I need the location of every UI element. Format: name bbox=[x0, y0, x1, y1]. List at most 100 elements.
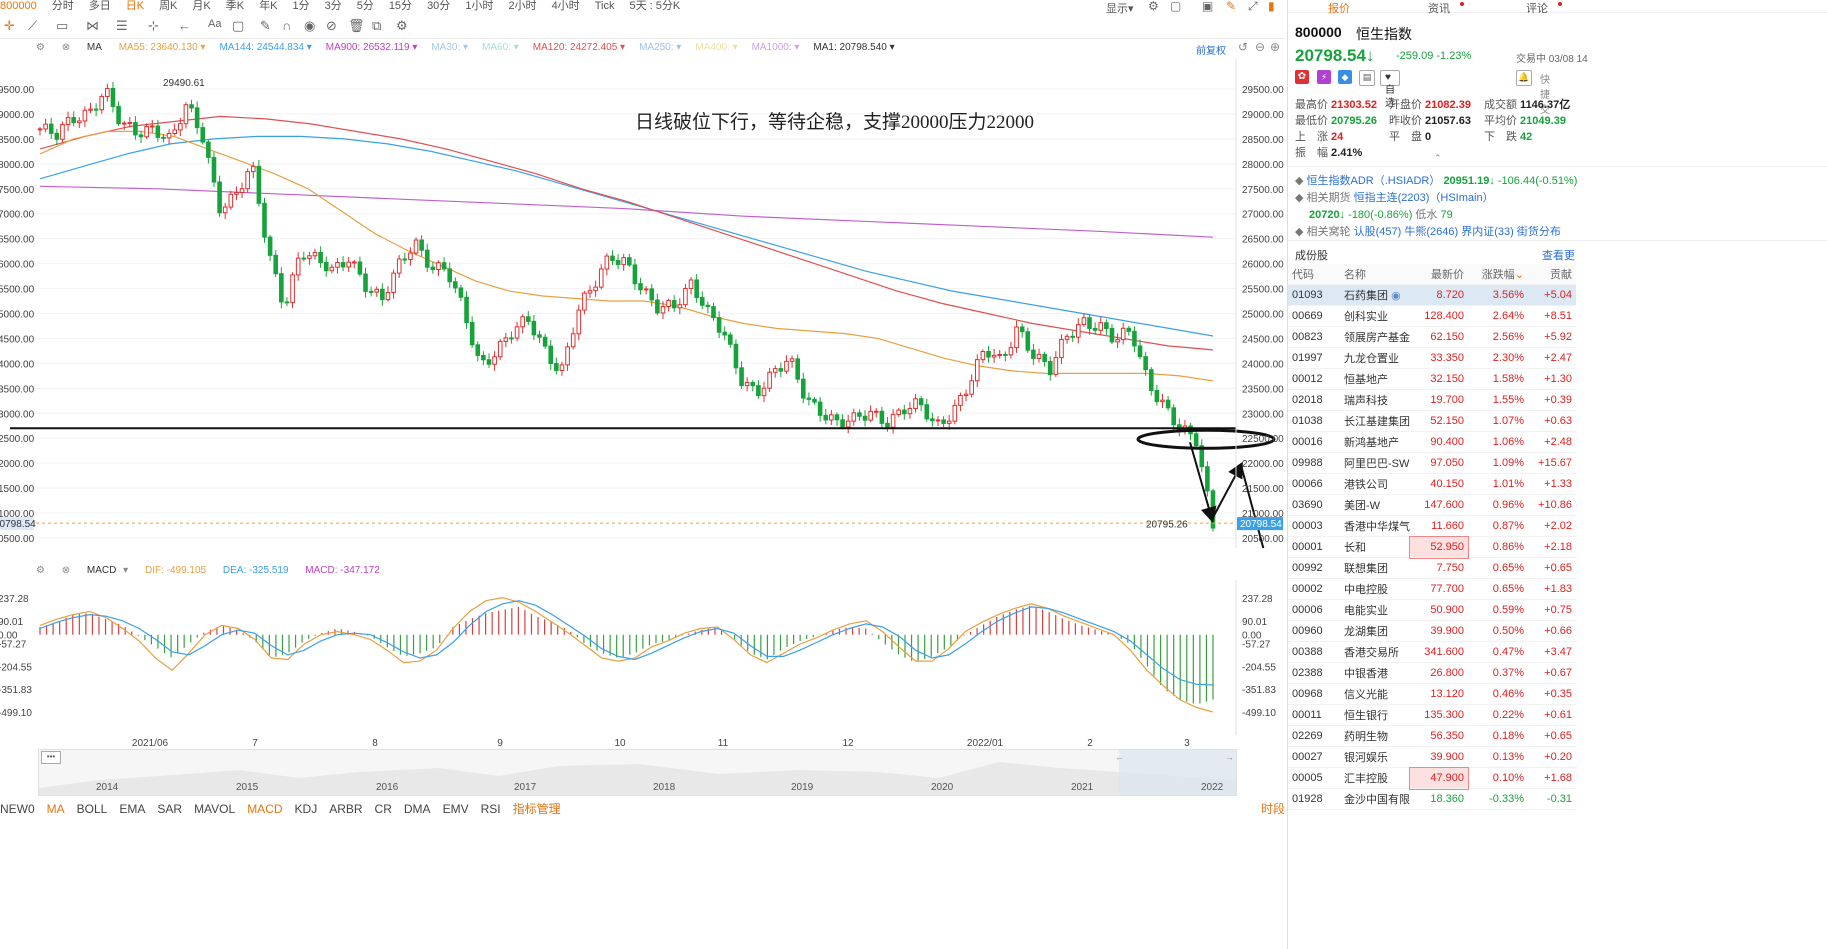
indicator-tab-5[interactable]: MAVOL bbox=[194, 802, 236, 816]
period-10[interactable]: 15分 bbox=[388, 0, 413, 12]
line-tool-icon[interactable]: ⟋ bbox=[28, 18, 38, 33]
table-row[interactable]: 00011 恒生银行 135.300 0.22% +0.61 bbox=[1288, 704, 1576, 726]
indicator-tab-1[interactable]: MA bbox=[46, 802, 65, 816]
table-row[interactable]: 00968 信义光能 13.120 0.46% +0.35 bbox=[1288, 683, 1576, 705]
table-row[interactable]: 01928 金沙中国有限 18.360 -0.33% -0.31 bbox=[1288, 788, 1576, 810]
period-16[interactable]: 5天 : 5分K bbox=[629, 0, 681, 12]
table-row[interactable]: 00003 香港中华煤气 11.660 0.87% +2.02 bbox=[1288, 515, 1576, 537]
comment-tool-icon[interactable]: ▢ bbox=[232, 18, 245, 33]
period-11[interactable]: 30分 bbox=[427, 0, 451, 12]
period-14[interactable]: 4小时 bbox=[551, 0, 580, 12]
header-price[interactable]: 最新价 bbox=[1410, 264, 1468, 285]
period-12[interactable]: 1小时 bbox=[465, 0, 494, 12]
measure-tool-icon[interactable]: ⊹ bbox=[148, 18, 159, 33]
minus-circle-icon[interactable]: ⊖ bbox=[1255, 40, 1266, 54]
indicator-tab-8[interactable]: ARBR bbox=[329, 802, 363, 816]
header-name[interactable]: 名称 bbox=[1340, 264, 1410, 285]
ma-legend-item-8[interactable]: MA1000: ▾ bbox=[751, 42, 800, 53]
display-menu[interactable]: 显示▾ bbox=[1106, 0, 1134, 15]
warrant-bull-link[interactable]: 牛熊(2646) bbox=[1404, 226, 1459, 238]
table-row[interactable]: 00027 银河娱乐 39.900 0.13% +0.20 bbox=[1288, 746, 1576, 768]
text-tool-icon[interactable]: Aa bbox=[208, 18, 222, 30]
tag-icon[interactable]: ◆ bbox=[1338, 70, 1352, 84]
table-row[interactable]: 00012 恒基地产 32.150 1.58% +1.30 bbox=[1288, 368, 1576, 390]
arrow-tool-icon[interactable]: ← bbox=[178, 18, 191, 33]
adr-row[interactable]: ◆ 恒生指数ADR（.HSIADR） 20951.19↓ -106.44(-0.… bbox=[1295, 172, 1577, 188]
indicator-tab-0[interactable]: NEW0 bbox=[0, 802, 35, 816]
period-7[interactable]: 1分 bbox=[292, 0, 310, 12]
ma-legend-item-1[interactable]: MA144: 24544.834 ▾ bbox=[219, 42, 312, 53]
adr-label[interactable]: 恒生指数ADR（.HSIADR） bbox=[1306, 175, 1441, 187]
collapse-icon[interactable]: ⌃ bbox=[1434, 153, 1442, 163]
warrants-expand-icon[interactable]: ◆ bbox=[1295, 226, 1304, 238]
period-5[interactable]: 季K bbox=[225, 0, 245, 12]
table-row[interactable]: 09988 阿里巴巴-SW 97.050 1.09% +15.67 bbox=[1288, 452, 1576, 474]
warrant-street-link[interactable]: 街货分布 bbox=[1516, 226, 1561, 238]
view-more-link[interactable]: 查看更 bbox=[1542, 250, 1575, 262]
adjust-button[interactable]: 前复权 bbox=[1196, 46, 1226, 57]
indicator-tab-10[interactable]: DMA bbox=[403, 802, 431, 816]
fork-tool-icon[interactable]: ⋈ bbox=[86, 18, 99, 33]
table-row[interactable]: 03690 美团-W 147.600 0.96% +10.86 bbox=[1288, 494, 1576, 516]
table-row[interactable]: 01093 石药集团 ◉ 8.720 3.56% +5.04 bbox=[1288, 284, 1576, 306]
table-row[interactable]: 01997 九龙仓置业 33.350 2.30% +2.47 bbox=[1288, 347, 1576, 369]
symbol-tab[interactable]: 800000 bbox=[0, 0, 37, 12]
navigator-left-arrow-icon[interactable]: ← bbox=[1115, 752, 1124, 762]
camera-icon[interactable]: ▣ bbox=[1202, 0, 1214, 13]
table-row[interactable]: 00016 新鸿基地产 90.400 1.06% +2.48 bbox=[1288, 431, 1576, 453]
eye-icon[interactable]: ◉ bbox=[304, 18, 316, 33]
table-row[interactable]: 00001 长和 52.950 0.86% +2.18 bbox=[1288, 535, 1576, 559]
table-row[interactable]: 00005 汇丰控股 47.900 0.10% +1.68 bbox=[1288, 766, 1576, 790]
gear-icon[interactable]: ⚙ bbox=[1148, 0, 1159, 13]
period-8[interactable]: 3分 bbox=[324, 0, 342, 12]
indicator-tab-3[interactable]: EMA bbox=[119, 802, 146, 816]
macd-chart[interactable]: 237.28237.2890.0190.010.000.00-57.27-57.… bbox=[0, 580, 1285, 735]
ma-legend-item-4[interactable]: MA60: ▾ bbox=[482, 42, 519, 53]
indicator-tab-12[interactable]: RSI bbox=[480, 802, 501, 816]
period-15[interactable]: Tick bbox=[594, 0, 615, 12]
ma-legend-item-2[interactable]: MA900: 26532.119 ▾ bbox=[325, 42, 418, 53]
table-row[interactable]: 02269 药明生物 56.350 0.18% +0.65 bbox=[1288, 725, 1576, 747]
ma-legend-item-6[interactable]: MA250: ▾ bbox=[639, 42, 682, 53]
warrant-inline-link[interactable]: 界内证(33) bbox=[1461, 226, 1514, 238]
fib-tool-icon[interactable]: ☰ bbox=[116, 18, 128, 33]
ma-legend-item-7[interactable]: MA400: ▾ bbox=[695, 42, 738, 53]
table-row[interactable]: 00669 创科实业 128.400 2.64% +8.51 bbox=[1288, 305, 1576, 327]
table-row[interactable]: 00388 香港交易所 341.600 0.47% +3.47 bbox=[1288, 641, 1576, 663]
session-button[interactable]: 时段 bbox=[1261, 802, 1286, 816]
indicator-tab-11[interactable]: EMV bbox=[442, 802, 469, 816]
ma-legend-item-0[interactable]: MA55: 23640.130 ▾ bbox=[118, 42, 206, 53]
tab-news[interactable]: 资讯 bbox=[1428, 3, 1450, 15]
add-watchlist-button[interactable]: ♥ 自选 bbox=[1380, 70, 1400, 109]
undo-icon[interactable]: ↺ bbox=[1238, 40, 1249, 54]
ma-settings-icon[interactable]: ⚙ bbox=[36, 42, 45, 53]
warrant-call-link[interactable]: 认股(457) bbox=[1353, 226, 1402, 238]
table-row[interactable]: 02018 瑞声科技 19.700 1.55% +0.39 bbox=[1288, 389, 1576, 411]
adr-expand-icon[interactable]: ◆ bbox=[1295, 175, 1304, 187]
fullscreen-icon[interactable]: ⤢ bbox=[1248, 0, 1258, 13]
table-row[interactable]: 00066 港铁公司 40.150 1.01% +1.33 bbox=[1288, 473, 1576, 495]
edit-icon[interactable]: ✎ bbox=[1226, 0, 1237, 13]
crosshair-icon[interactable]: ✛ bbox=[4, 18, 15, 33]
navigator-right-arrow-icon[interactable]: → bbox=[1225, 752, 1234, 762]
note-icon[interactable]: ▤ bbox=[1359, 70, 1375, 86]
indicator-tab-9[interactable]: CR bbox=[374, 802, 392, 816]
lightning-icon[interactable]: ⚡ bbox=[1317, 70, 1331, 84]
eye-icon[interactable]: ◉ bbox=[1391, 290, 1401, 302]
indicator-tab-7[interactable]: KDJ bbox=[294, 802, 318, 816]
period-1[interactable]: 多日 bbox=[88, 0, 111, 12]
ma-close-icon[interactable]: ⊗ bbox=[61, 42, 71, 53]
navigator-menu-icon[interactable]: ••• bbox=[41, 751, 61, 764]
tab-quote[interactable]: 报价 bbox=[1328, 3, 1350, 15]
layout-icon[interactable]: ▢ bbox=[1170, 0, 1182, 13]
settings-icon[interactable]: ⚙ bbox=[396, 18, 408, 33]
futures-name[interactable]: 恒指主连(2203)（HSImain） bbox=[1353, 192, 1494, 204]
ma-legend-item-9[interactable]: MA1: 20798.540 ▾ bbox=[813, 42, 895, 53]
bookmark-icon[interactable]: ▮ bbox=[1268, 0, 1275, 13]
pen-tool-icon[interactable]: ✎ bbox=[260, 18, 271, 33]
rect-tool-icon[interactable]: ▭ bbox=[56, 18, 69, 33]
lock-icon[interactable]: ⊘ bbox=[326, 18, 337, 33]
indicator-tab-13[interactable]: 指标管理 bbox=[512, 802, 561, 816]
group-icon[interactable]: ⧉ bbox=[372, 18, 382, 33]
table-row[interactable]: 01038 长江基建集团 52.150 1.07% +0.63 bbox=[1288, 410, 1576, 432]
